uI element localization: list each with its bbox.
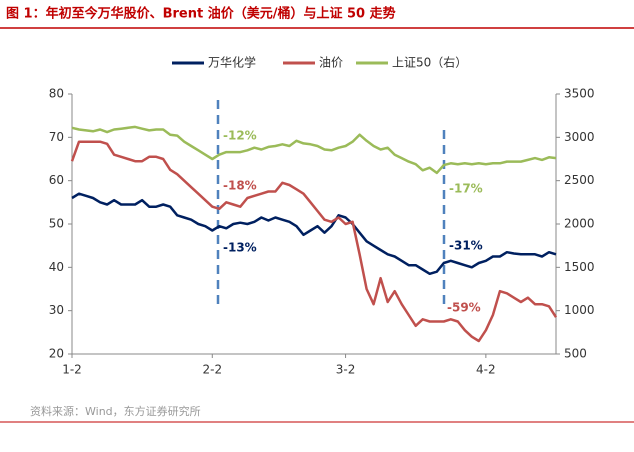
annotation: -12% — [223, 129, 257, 143]
y2-tick-label: 1000 — [564, 303, 595, 317]
annotation: -13% — [223, 241, 257, 255]
y-tick-label: 80 — [49, 87, 64, 101]
chart-title: 图 1：年初至今万华股价、Brent 油价（美元/桶）与上证 50 走势 — [6, 6, 396, 22]
annotation: -18% — [223, 179, 257, 193]
y-tick-label: 20 — [49, 347, 64, 361]
series-line — [70, 140, 558, 343]
y2-tick-label: 3000 — [564, 130, 595, 144]
series-line — [71, 125, 557, 175]
legend-label: 油价 — [319, 56, 343, 70]
source: 资料来源：Wind，东方证券研究所 — [30, 404, 201, 418]
y2-tick-label: 500 — [564, 347, 587, 361]
y2-tick-label: 2000 — [564, 217, 595, 231]
y-tick-label: 50 — [49, 217, 64, 231]
series-line — [71, 192, 557, 276]
y-tick-label: 30 — [49, 303, 64, 317]
x-tick-label: 1-2 — [62, 363, 82, 377]
legend-label: 万华化学 — [208, 55, 256, 70]
y-tick-label: 40 — [49, 260, 64, 274]
y2-tick-label: 1500 — [564, 260, 595, 274]
y2-tick-label: 2500 — [564, 173, 595, 187]
annotation: -59% — [447, 301, 481, 315]
y2-tick-label: 3500 — [564, 87, 595, 101]
annotation: -17% — [449, 182, 483, 196]
x-tick-label: 2-2 — [202, 363, 222, 377]
y-tick-label: 70 — [49, 130, 64, 144]
legend-label: 上证50（右） — [392, 55, 467, 70]
annotation: -31% — [449, 239, 483, 253]
x-tick-label: 4-2 — [476, 363, 496, 377]
x-tick-label: 3-2 — [336, 363, 356, 377]
y-tick-label: 60 — [49, 173, 64, 187]
